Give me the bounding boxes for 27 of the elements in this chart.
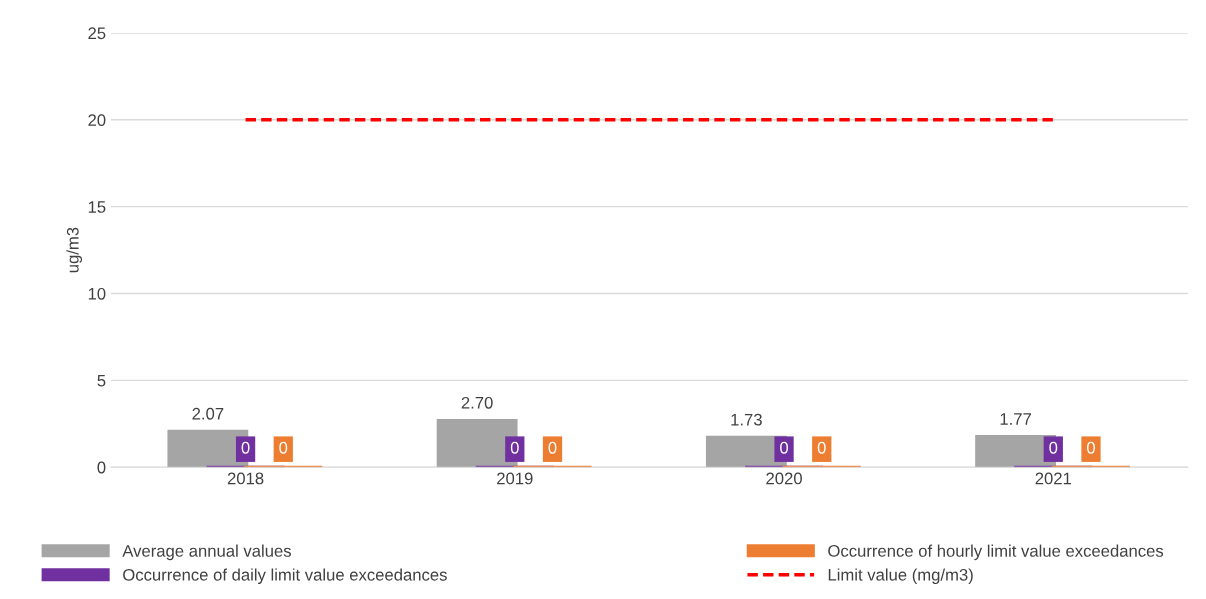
x-tick-label: 2021	[1035, 472, 1072, 485]
legend-label: Limit value (mg/m3)	[828, 568, 973, 584]
y-tick-label: 10	[88, 287, 106, 300]
x-tick-label: 2019	[497, 472, 533, 485]
y-tick-label: 15	[88, 201, 106, 213]
data-label: 0	[279, 441, 288, 454]
data-label: 0	[548, 441, 557, 454]
y-tick-label: 5	[97, 374, 106, 387]
y-tick-label: 0	[97, 461, 106, 474]
data-label: 0	[1087, 441, 1095, 454]
x-tick-label: 2018	[227, 472, 264, 485]
legend-label: Average annual values	[122, 544, 291, 561]
y-tick-label: 20	[88, 114, 106, 126]
data-label: 2.07	[192, 407, 224, 420]
data-label: 1.73	[731, 413, 762, 426]
legend-label: Occurrence of hourly limit value exceedances	[828, 544, 1164, 561]
y-axis-title: ug/m3	[66, 227, 82, 273]
data-label: 2.70	[461, 396, 493, 409]
data-label: 0	[780, 441, 789, 454]
data-label: 1.77	[1000, 413, 1031, 425]
x-tick-label: 2020	[766, 472, 802, 485]
data-label: 0	[510, 441, 519, 454]
data-label: 0	[1049, 441, 1058, 454]
y-tick-label: 25	[88, 27, 106, 40]
legend-label: Occurrence of daily limit value exceedances	[123, 568, 447, 584]
data-label: 0	[241, 441, 250, 454]
data-label: 0	[817, 441, 826, 454]
